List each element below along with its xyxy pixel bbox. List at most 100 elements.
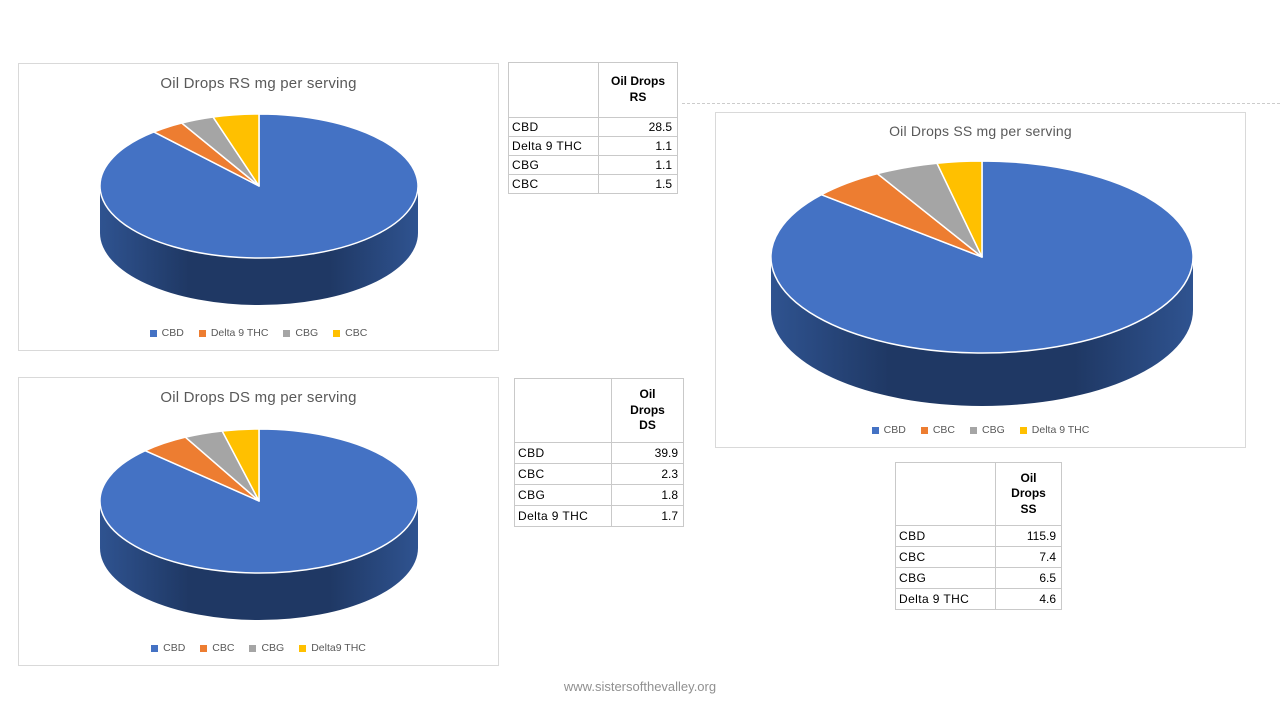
table-value-cell: 28.5 <box>598 117 678 137</box>
table-value-cell: 1.1 <box>598 136 678 156</box>
table-corner-cell <box>895 462 996 526</box>
legend-label: CBD <box>163 642 186 654</box>
legend-swatch-icon <box>1019 426 1027 434</box>
legend-item-cbd: CBD <box>871 424 906 436</box>
table-corner-cell <box>514 378 612 443</box>
table-oil-drops-ss: Oil Drops SS CBD 115.9 CBC 7.4 CBG 6.5 Delta 9 … <box>895 462 1062 610</box>
pie-slice-delta9-thc <box>221 428 260 502</box>
legend-item-cbc: CBC <box>200 642 234 654</box>
table-row: CBC 7.4 <box>895 546 1062 568</box>
legend-item-cbd: CBD <box>151 642 185 654</box>
table-value-cell: 115.9 <box>995 525 1062 547</box>
table-value-cell: 39.9 <box>611 442 684 464</box>
chart-panel-oil-drops-rs: Oil Drops RS mg per serving CBD Delta 9 T… <box>18 63 499 351</box>
footer-url: www.sistersofthevalley.org <box>563 679 717 694</box>
spreadsheet-table: Oil Drops RS CBD 28.5 Delta 9 THC 1.1 CBG 1.1 C… <box>508 62 678 194</box>
table-oil-drops-ds: Oil Drops DS CBD 39.9 CBC 2.3 CBG 1.8 Delta 9 T… <box>514 378 684 527</box>
legend-label: CBD <box>883 424 906 436</box>
legend-label: Delta9 THC <box>311 642 366 654</box>
chart-title-rs: Oil Drops RS mg per serving <box>160 75 357 92</box>
legend-label: CBC <box>345 327 368 339</box>
chart-legend-ds: CBD CBC CBG Delta9 THC <box>19 642 498 654</box>
page-break-dash-line <box>682 103 1280 104</box>
table-label-cell: CBC <box>508 174 599 194</box>
pie-chart-oil-drops-ds <box>99 428 419 620</box>
table-label-cell: CBG <box>514 484 612 506</box>
legend-swatch-icon <box>283 329 291 337</box>
table-row: CBD 115.9 <box>895 525 1062 547</box>
table-value-cell: 7.4 <box>995 546 1062 568</box>
table-label-cell: CBD <box>508 117 599 137</box>
legend-label: Delta 9 THC <box>1031 424 1090 436</box>
table-label-cell: Delta 9 THC <box>508 136 599 156</box>
table-row: CBG 6.5 <box>895 567 1062 589</box>
legend-label: CBG <box>982 424 1005 436</box>
legend-swatch-icon <box>198 329 206 337</box>
table-corner-cell <box>508 62 599 118</box>
table-row: Delta 9 THC 1.1 <box>508 136 678 156</box>
table-row: CBG 1.1 <box>508 155 678 175</box>
table-label-cell: CBD <box>514 442 612 464</box>
table-row: CBD 28.5 <box>508 117 678 137</box>
table-row: CBC 1.5 <box>508 174 678 194</box>
table-row: CBC 2.3 <box>514 463 684 485</box>
table-value-cell: 1.8 <box>611 484 684 506</box>
legend-label: CBC <box>212 642 235 654</box>
table-row: CBG 1.8 <box>514 484 684 506</box>
table-value-cell: 4.6 <box>995 588 1062 610</box>
table-value-cell: 6.5 <box>995 567 1062 589</box>
table-row: Delta 9 THC 1.7 <box>514 505 684 527</box>
chart-title-ss: Oil Drops SS mg per serving <box>889 123 1072 139</box>
table-label-cell: Delta 9 THC <box>895 588 996 610</box>
chart-title-ds: Oil Drops DS mg per serving <box>160 389 357 406</box>
table-value-cell: 1.1 <box>598 155 678 175</box>
legend-item-cbd: CBD <box>149 327 184 339</box>
table-value-cell: 2.3 <box>611 463 684 485</box>
legend-label: CBG <box>295 327 319 339</box>
legend-label: CBD <box>161 327 184 339</box>
legend-item-cbg: CBG <box>970 424 1005 436</box>
legend-item-cbc: CBC <box>333 327 367 339</box>
legend-item-delta-9-thc: Delta 9 THC <box>1019 424 1090 436</box>
pie-side-3d <box>771 257 1193 406</box>
legend-item-delta-9-thc: Delta 9 THC <box>198 327 269 339</box>
chart-panel-oil-drops-ss: Oil Drops SS mg per serving CBD CBC CBG Del… <box>715 112 1246 448</box>
table-oil-drops-rs: Oil Drops RS CBD 28.5 Delta 9 THC 1.1 CBG 1.1 C… <box>508 62 678 194</box>
pie-slice-cbc <box>212 113 260 187</box>
table-label-cell: Delta 9 THC <box>514 505 612 527</box>
legend-swatch-icon <box>249 644 257 652</box>
spreadsheet-table: Oil Drops SS CBD 115.9 CBC 7.4 CBG 6.5 Delta 9 … <box>895 462 1062 610</box>
table-header-cell: Oil Drops RS <box>598 62 678 118</box>
legend-swatch-icon <box>970 426 977 434</box>
legend-label: Delta 9 THC <box>210 327 269 339</box>
legend-item-cbg: CBG <box>249 642 284 654</box>
legend-label: CBG <box>261 642 285 654</box>
table-label-cell: CBC <box>514 463 612 485</box>
pie-chart-oil-drops-rs <box>99 113 419 305</box>
pie-slice-cbd <box>99 428 419 574</box>
legend-item-delta9-thc: Delta9 THC <box>299 642 366 654</box>
table-label-cell: CBC <box>895 546 996 568</box>
table-value-cell: 1.7 <box>611 505 684 527</box>
table-row: CBD 39.9 <box>514 442 684 464</box>
legend-label: CBC <box>932 424 955 436</box>
legend-item-cbc: CBC <box>920 424 955 436</box>
chart-legend-rs: CBD Delta 9 THC CBG CBC <box>19 327 498 339</box>
table-header-cell: Oil Drops SS <box>995 462 1062 526</box>
legend-swatch-icon <box>151 644 159 652</box>
legend-swatch-icon <box>920 426 928 434</box>
pie-side-3d <box>100 501 418 620</box>
legend-swatch-icon <box>871 426 879 434</box>
table-row: Delta 9 THC 4.6 <box>895 588 1062 610</box>
spreadsheet-table: Oil Drops DS CBD 39.9 CBC 2.3 CBG 1.8 Delta 9 T… <box>514 378 684 527</box>
legend-swatch-icon <box>149 329 157 337</box>
table-label-cell: CBG <box>508 155 599 175</box>
legend-swatch-icon <box>333 329 341 337</box>
chart-legend-ss: CBD CBC CBG Delta 9 THC <box>716 424 1245 436</box>
pie-slice-delta-9-thc <box>936 160 983 258</box>
chart-panel-oil-drops-ds: Oil Drops DS mg per serving CBD CBC CBG Del… <box>18 377 499 666</box>
table-header-cell: Oil Drops DS <box>611 378 684 443</box>
table-label-cell: CBD <box>895 525 996 547</box>
legend-swatch-icon <box>200 644 208 652</box>
